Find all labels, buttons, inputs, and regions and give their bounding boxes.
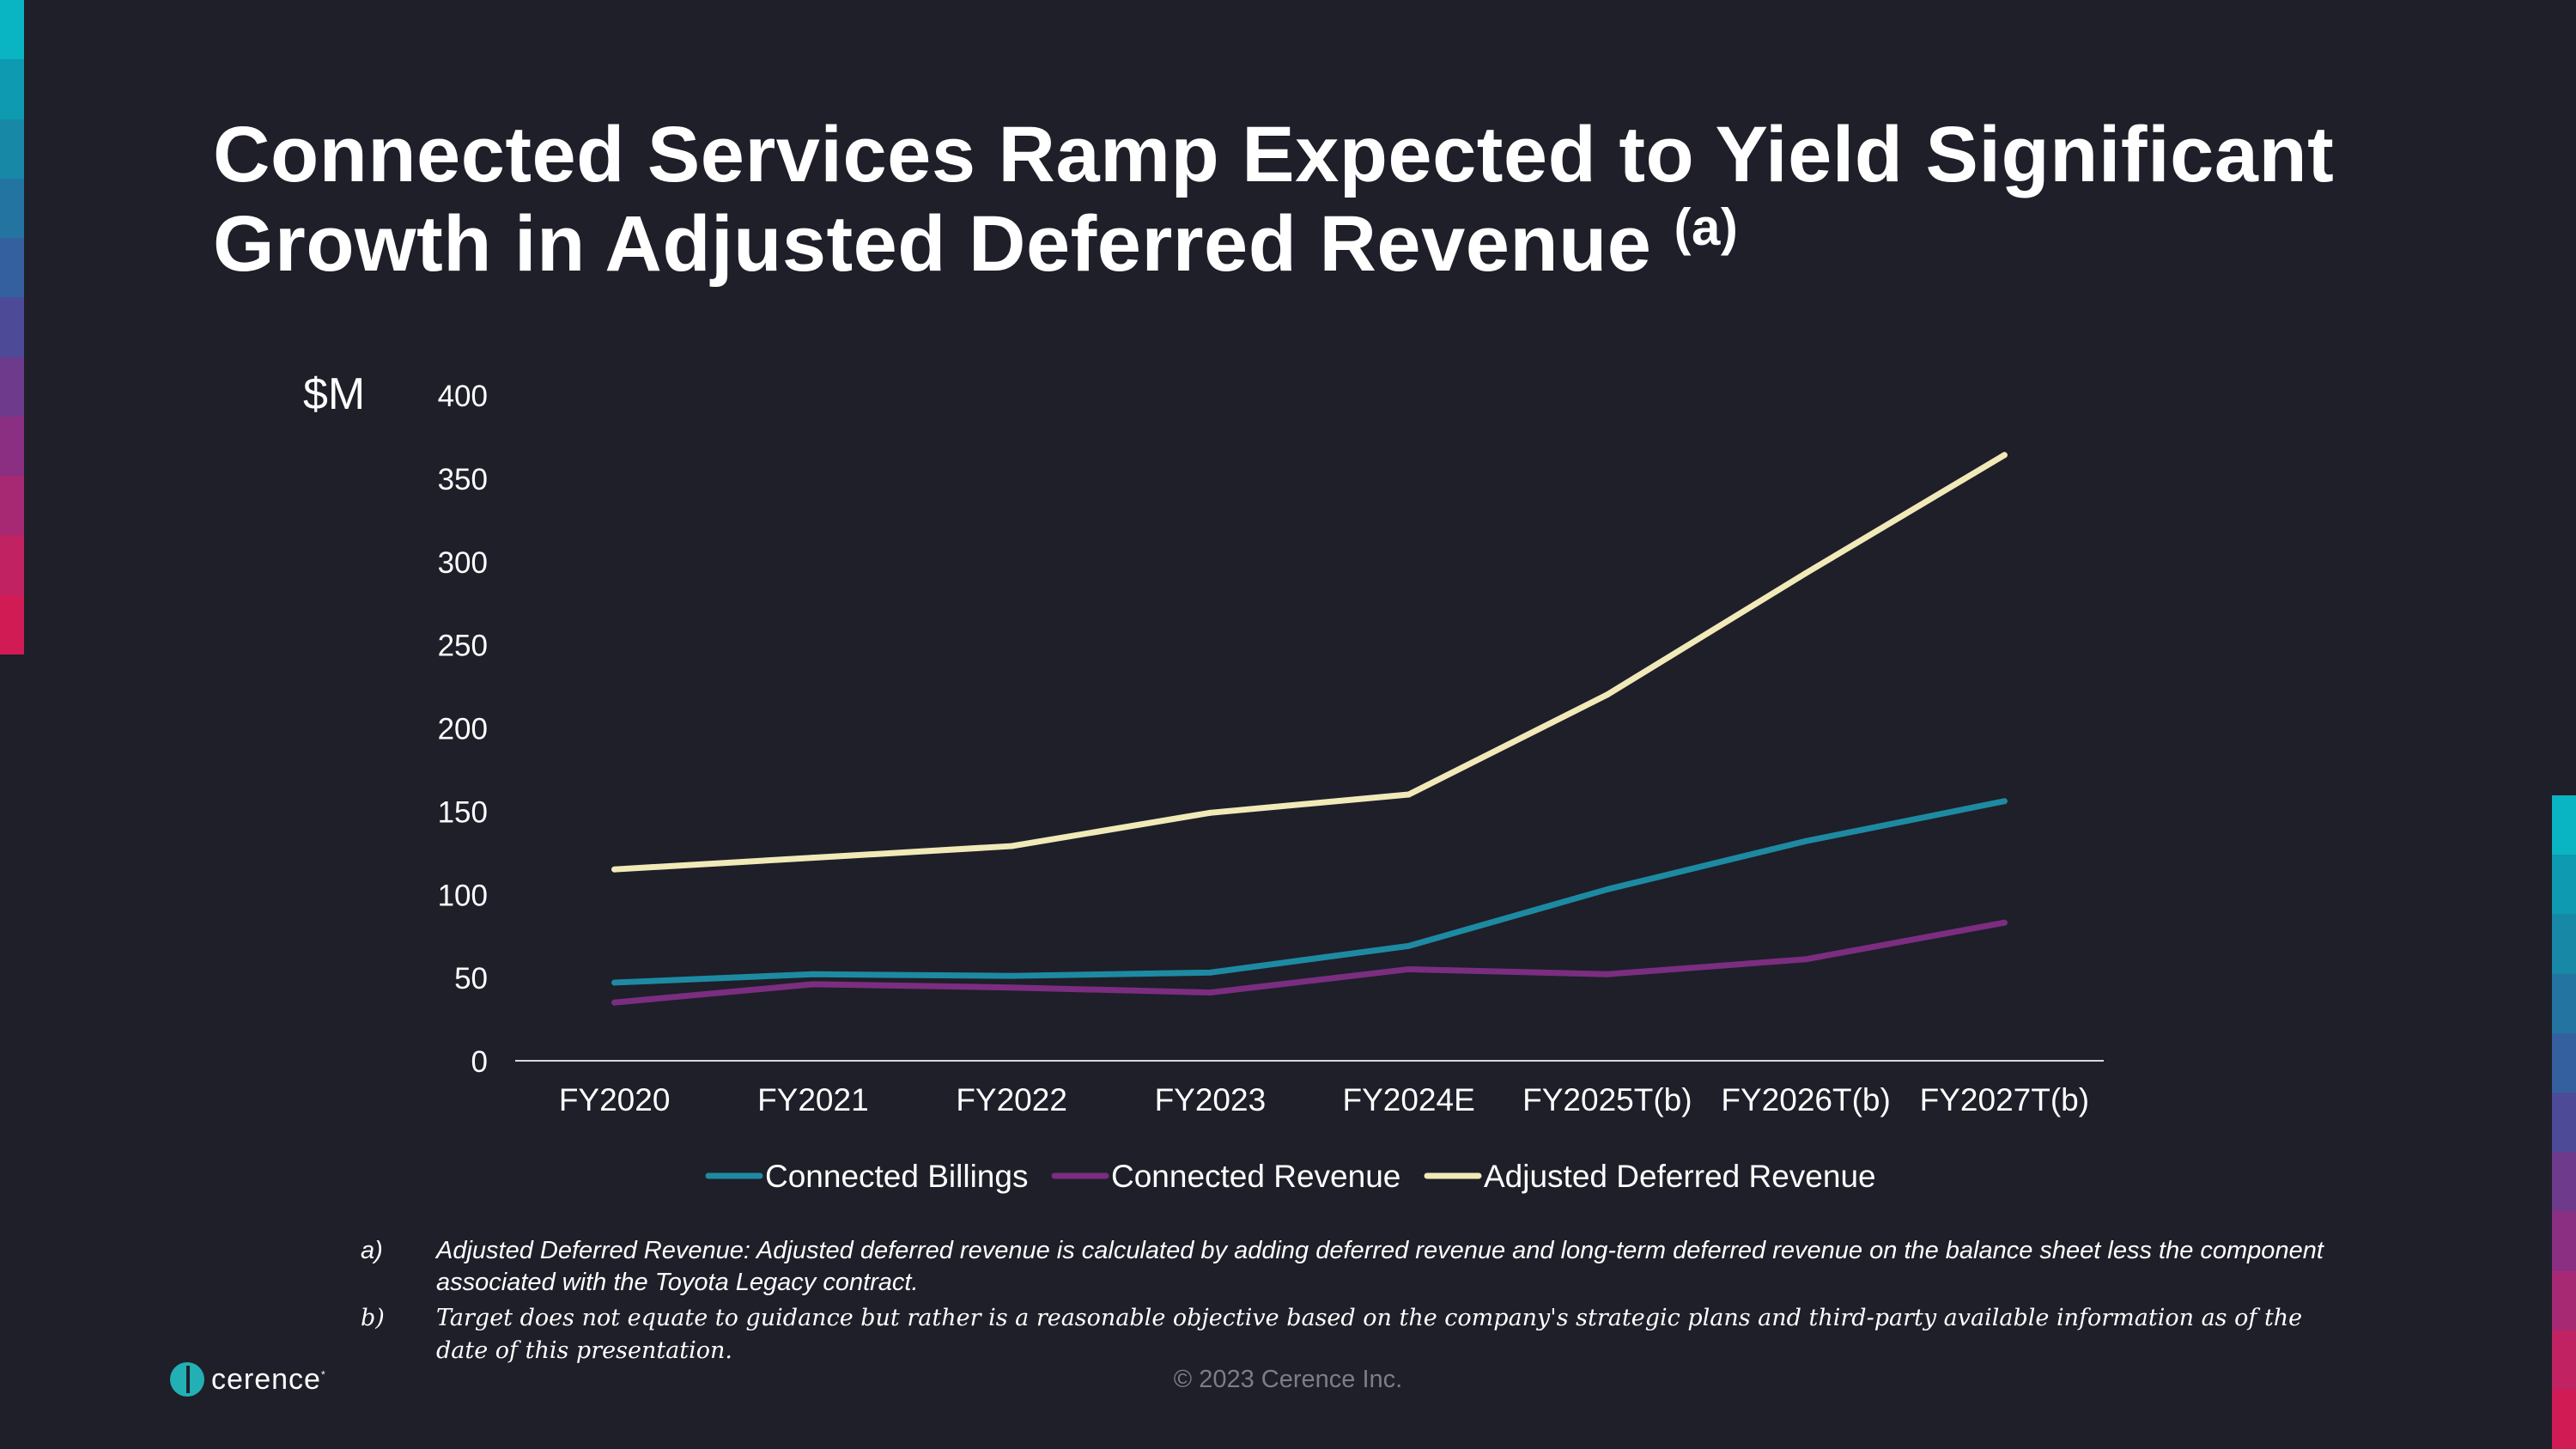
x-tick-label: FY2020	[559, 1082, 671, 1117]
data-point	[1206, 969, 1213, 976]
logo-wordmark: cerence	[211, 1362, 321, 1396]
accent-segment	[2552, 1211, 2576, 1271]
cerence-logo: cerence*	[170, 1362, 326, 1397]
y-tick-label: 100	[438, 879, 488, 912]
data-point	[2001, 919, 2008, 926]
x-tick-label: FY2022	[956, 1082, 1067, 1117]
line-chart: $M 0 50 100 150 200 250 300 350 400 FY2020 FY2021 FY…	[303, 369, 2104, 1194]
footnote-a: a) Adjusted Deferred Revenue: Adjusted d…	[361, 1235, 2336, 1299]
y-tick-label: 400	[438, 380, 488, 413]
footnote-b-text: Target does not equate to guidance but r…	[436, 1305, 2303, 1364]
data-point	[1802, 837, 1809, 844]
accent-segment	[2552, 1270, 2576, 1330]
x-tick-label: FY2027T(b)	[1920, 1082, 2089, 1117]
data-point	[2001, 452, 2008, 459]
data-point	[810, 981, 817, 988]
accent-segment	[0, 535, 24, 595]
accent-segment	[0, 59, 24, 119]
cerence-logo-icon	[170, 1362, 204, 1397]
accent-segment	[0, 356, 24, 417]
y-tick-label: 250	[438, 630, 488, 663]
x-tick-label: FY2024E	[1342, 1082, 1474, 1117]
data-point	[611, 979, 618, 986]
data-point	[1008, 843, 1015, 849]
accent-segment	[2552, 1032, 2576, 1093]
data-point	[810, 971, 817, 977]
logo-trademark: *	[320, 1368, 326, 1381]
data-point	[2001, 798, 2008, 805]
y-tick-label: 200	[438, 713, 488, 746]
accent-segment	[2552, 855, 2576, 915]
data-point	[1008, 972, 1015, 979]
cerence-logo-text: cerence*	[211, 1363, 326, 1397]
y-tick-label: 300	[438, 546, 488, 580]
series-line-0	[611, 798, 2008, 986]
y-tick-label: 350	[438, 463, 488, 496]
accent-segment	[2552, 1092, 2576, 1153]
accent-segment	[0, 476, 24, 536]
accent-segment	[2552, 914, 2576, 974]
footnotes: a) Adjusted Deferred Revenue: Adjusted d…	[361, 1235, 2336, 1371]
data-point	[611, 866, 618, 873]
series-line-1	[611, 919, 2008, 1006]
accent-segment	[0, 297, 24, 357]
accent-segment	[2552, 1330, 2576, 1390]
accent-segment	[0, 416, 24, 477]
data-point	[1406, 942, 1413, 949]
accent-segment	[0, 238, 24, 298]
data-point	[1206, 989, 1213, 996]
right-accent-bar	[2552, 795, 2576, 1449]
data-point	[1604, 691, 1611, 698]
title-line-2: Growth in Adjusted Deferred Revenue (a)	[213, 199, 2463, 289]
x-tick-label: FY2023	[1155, 1082, 1267, 1117]
data-point	[1206, 809, 1213, 816]
legend-label: Connected Billings	[765, 1159, 1028, 1194]
accent-segment	[2552, 795, 2576, 855]
accent-segment	[0, 178, 24, 239]
title-line-1: Connected Services Ramp Expected to Yiel…	[213, 111, 2335, 198]
data-point	[1802, 956, 1809, 963]
data-point	[1604, 971, 1611, 977]
x-tick-label: FY2026T(b)	[1721, 1082, 1890, 1117]
accent-segment	[0, 119, 24, 179]
data-point	[1406, 791, 1413, 798]
x-tick-label: FY2025T(b)	[1522, 1082, 1692, 1117]
accent-segment	[2552, 1152, 2576, 1212]
copyright: © 2023 Cerence Inc.	[1173, 1366, 1403, 1393]
x-tick-label: FY2021	[757, 1082, 869, 1117]
title-line-2-text: Growth in Adjusted Deferred Revenue	[213, 200, 1652, 288]
data-point	[1802, 569, 1809, 576]
y-axis-label: $M	[303, 369, 365, 419]
left-accent-bar	[0, 0, 24, 654]
accent-segment	[2552, 973, 2576, 1033]
legend-label: Connected Revenue	[1111, 1159, 1400, 1194]
data-point	[1008, 984, 1015, 991]
y-tick-label: 150	[438, 795, 488, 829]
series-line-2	[611, 452, 2008, 873]
data-point	[810, 855, 817, 861]
legend-label: Adjusted Deferred Revenue	[1484, 1159, 1876, 1194]
accent-segment	[0, 594, 24, 654]
accent-segment	[2552, 1389, 2576, 1449]
slide-title: Connected Services Ramp Expected to Yiel…	[213, 110, 2463, 289]
title-footnote-ref: (a)	[1674, 198, 1739, 256]
footnote-b-label: b)	[361, 1305, 385, 1331]
data-point	[1406, 965, 1413, 972]
accent-segment	[0, 0, 24, 60]
data-point	[611, 999, 618, 1006]
footnote-a-label: a)	[361, 1237, 383, 1264]
footnote-b: b) Target does not equate to guidance bu…	[361, 1302, 2336, 1367]
footnote-a-text: Adjusted Deferred Revenue: Adjusted defe…	[436, 1237, 2324, 1296]
y-tick-label: 0	[471, 1045, 488, 1079]
data-point	[1604, 886, 1611, 892]
y-tick-label: 50	[454, 962, 488, 995]
